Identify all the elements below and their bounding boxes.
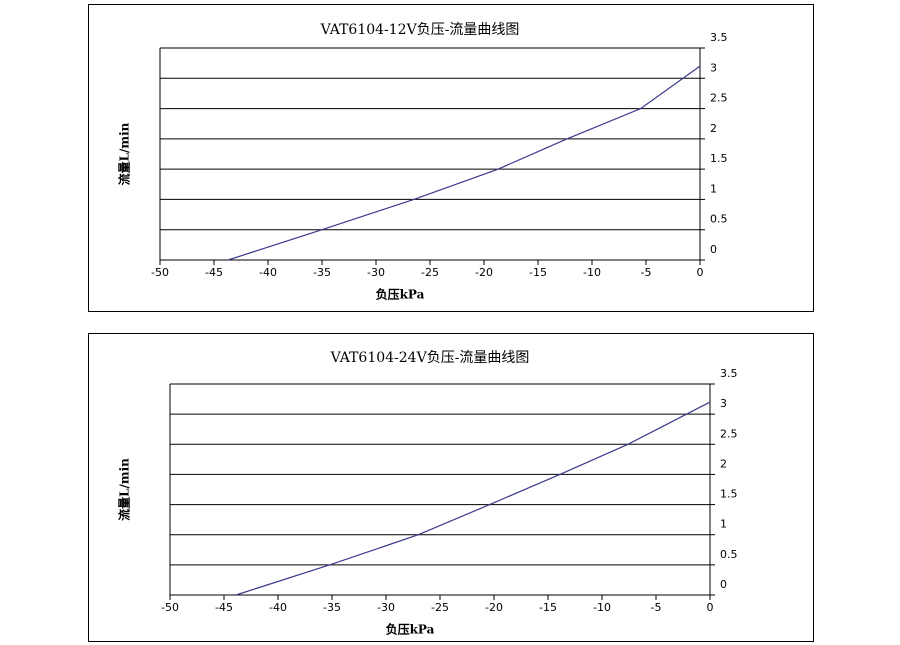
x-tick-label: -25 <box>431 601 449 614</box>
x-tick-label: -10 <box>593 601 611 614</box>
y-axis-label: 流量L/min <box>117 458 132 521</box>
y-tick-label: 0.5 <box>720 548 738 561</box>
x-tick-label: -50 <box>161 601 179 614</box>
data-line <box>235 401 711 596</box>
y-tick-label: 0 <box>710 243 717 256</box>
x-axis-label: 负压kPa <box>376 287 425 302</box>
x-tick-label: -15 <box>529 266 547 279</box>
x-axis-label: 负压kPa <box>386 622 435 637</box>
x-tick-label: 0 <box>707 601 714 614</box>
x-tick-label: -30 <box>367 266 385 279</box>
x-tick-label: -35 <box>313 266 331 279</box>
x-tick-label: -15 <box>539 601 557 614</box>
y-tick-label: 3 <box>720 397 727 410</box>
y-axis-label: 流量L/min <box>117 122 132 185</box>
y-tick-label: 1.5 <box>720 488 738 501</box>
x-tick-label: -40 <box>269 601 287 614</box>
y-tick-label: 3.5 <box>720 367 738 380</box>
x-tick-label: -45 <box>215 601 233 614</box>
x-tick-label: -50 <box>151 266 169 279</box>
x-tick-label: -10 <box>583 266 601 279</box>
y-tick-label: 1.5 <box>710 152 728 165</box>
x-tick-label: 0 <box>697 266 704 279</box>
y-tick-label: 2.5 <box>720 427 738 440</box>
x-tick-label: -35 <box>323 601 341 614</box>
chart-frame <box>88 333 814 642</box>
y-tick-label: 1 <box>720 518 727 531</box>
y-tick-label: 2 <box>720 457 727 470</box>
y-tick-label: 0 <box>720 578 727 591</box>
chart-frame <box>88 4 814 312</box>
y-tick-label: 2.5 <box>710 92 728 105</box>
x-tick-label: -45 <box>205 266 223 279</box>
x-tick-label: -20 <box>485 601 503 614</box>
x-tick-label: -25 <box>421 266 439 279</box>
x-tick-label: -30 <box>377 601 395 614</box>
chart-title: VAT6104-24V负压-流量曲线图 <box>330 350 530 366</box>
x-tick-label: -40 <box>259 266 277 279</box>
x-tick-label: -5 <box>651 601 662 614</box>
chart-title: VAT6104-12V负压-流量曲线图 <box>320 22 520 38</box>
y-tick-label: 1 <box>710 182 717 195</box>
x-tick-label: -5 <box>641 266 652 279</box>
y-tick-label: 0.5 <box>710 213 728 226</box>
data-line <box>227 65 701 261</box>
y-tick-label: 2 <box>710 122 717 135</box>
x-tick-label: -20 <box>475 266 493 279</box>
y-tick-label: 3 <box>710 61 717 74</box>
y-tick-label: 3.5 <box>710 31 728 44</box>
